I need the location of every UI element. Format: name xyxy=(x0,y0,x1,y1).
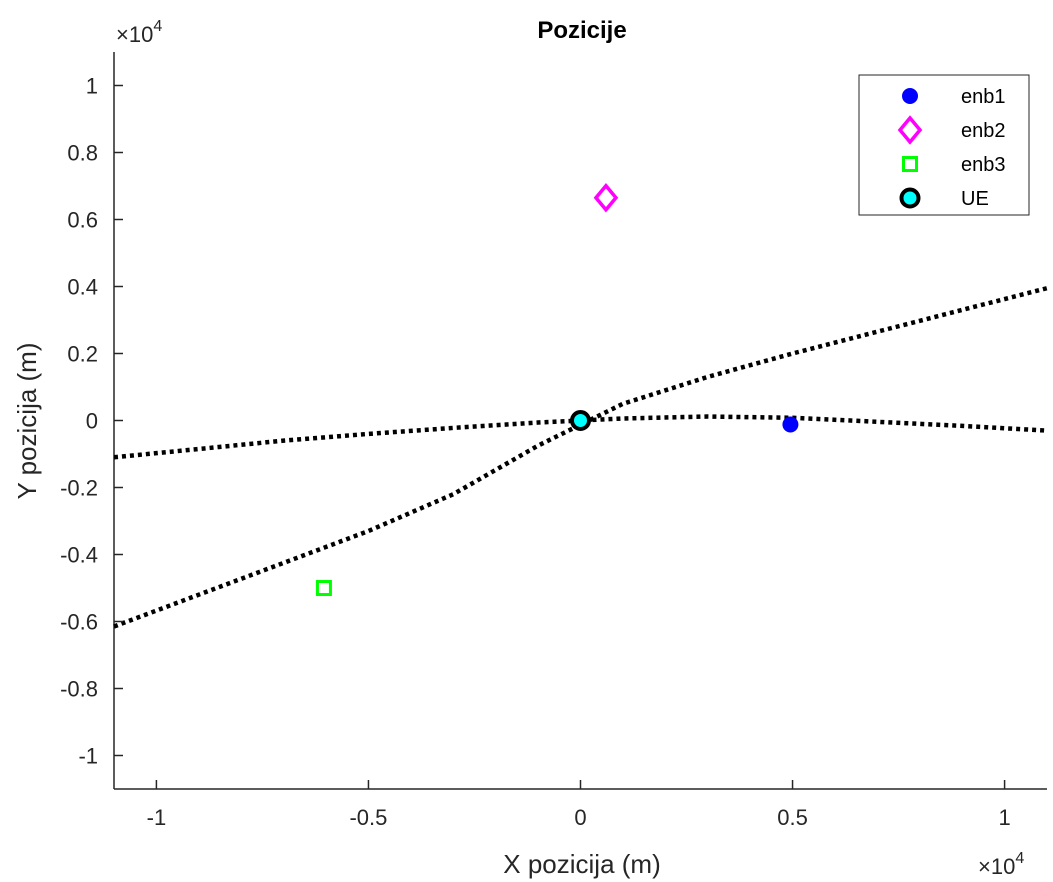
legend-marker-enb3 xyxy=(902,156,918,172)
y-tick-label: 0.4 xyxy=(67,275,98,300)
y-tick-label: -0.2 xyxy=(60,476,98,501)
y-tick-label: 0.6 xyxy=(67,208,98,233)
y-axis-ticks: 1 0.8 0.6 0.4 0.2 0 -0.2 -0.4 -0.6 -0.8 -1 xyxy=(60,74,123,769)
svg-text:×104: ×104 xyxy=(978,850,1024,879)
hyperbola-curve-2 xyxy=(113,414,1048,460)
svg-text:×104: ×104 xyxy=(116,18,162,47)
y-tick-label: 0 xyxy=(86,409,98,434)
hyperbola-curve-1 xyxy=(113,286,1048,629)
x-tick-label: 0 xyxy=(574,805,586,830)
y-tick-label: -0.8 xyxy=(60,677,98,702)
y-tick-label: 0.8 xyxy=(67,141,98,166)
x-axis-ticks: -1 -0.5 0 0.5 1 xyxy=(147,780,1011,830)
legend-marker-ue xyxy=(899,187,921,209)
x-exponent-label: ×104 xyxy=(978,850,1024,879)
legend-marker-enb1 xyxy=(902,88,918,104)
y-exponent-label: ×104 xyxy=(116,18,162,47)
y-tick-label: -0.6 xyxy=(60,610,98,635)
marker-enb2 xyxy=(593,182,619,213)
x-tick-label: 1 xyxy=(998,805,1010,830)
legend-label-enb3: enb3 xyxy=(961,154,1006,176)
chart-title: Pozicije xyxy=(537,17,626,44)
legend-label-enb1: enb1 xyxy=(961,86,1006,108)
x-tick-label: -1 xyxy=(147,805,167,830)
x-tick-label: -0.5 xyxy=(349,805,387,830)
y-axis-title: Y pozicija (m) xyxy=(12,342,42,499)
legend-box xyxy=(858,74,1030,216)
legend: enb1 enb2 enb3 UE xyxy=(858,74,1030,216)
marker-ue xyxy=(570,410,591,431)
markers xyxy=(315,182,799,596)
legend-label-enb2: enb2 xyxy=(961,120,1006,142)
legend-label-ue: UE xyxy=(961,188,989,210)
y-tick-label: 0.2 xyxy=(67,342,98,367)
y-tick-label: 1 xyxy=(86,74,98,99)
x-tick-label: 0.5 xyxy=(777,805,808,830)
y-tick-label: -0.4 xyxy=(60,543,98,568)
curves xyxy=(113,286,1048,629)
marker-enb1 xyxy=(782,416,799,433)
x-axis-title: X pozicija (m) xyxy=(503,849,660,879)
marker-enb3 xyxy=(315,580,332,596)
legend-marker-enb2 xyxy=(897,115,923,145)
y-tick-label: -1 xyxy=(78,744,98,769)
